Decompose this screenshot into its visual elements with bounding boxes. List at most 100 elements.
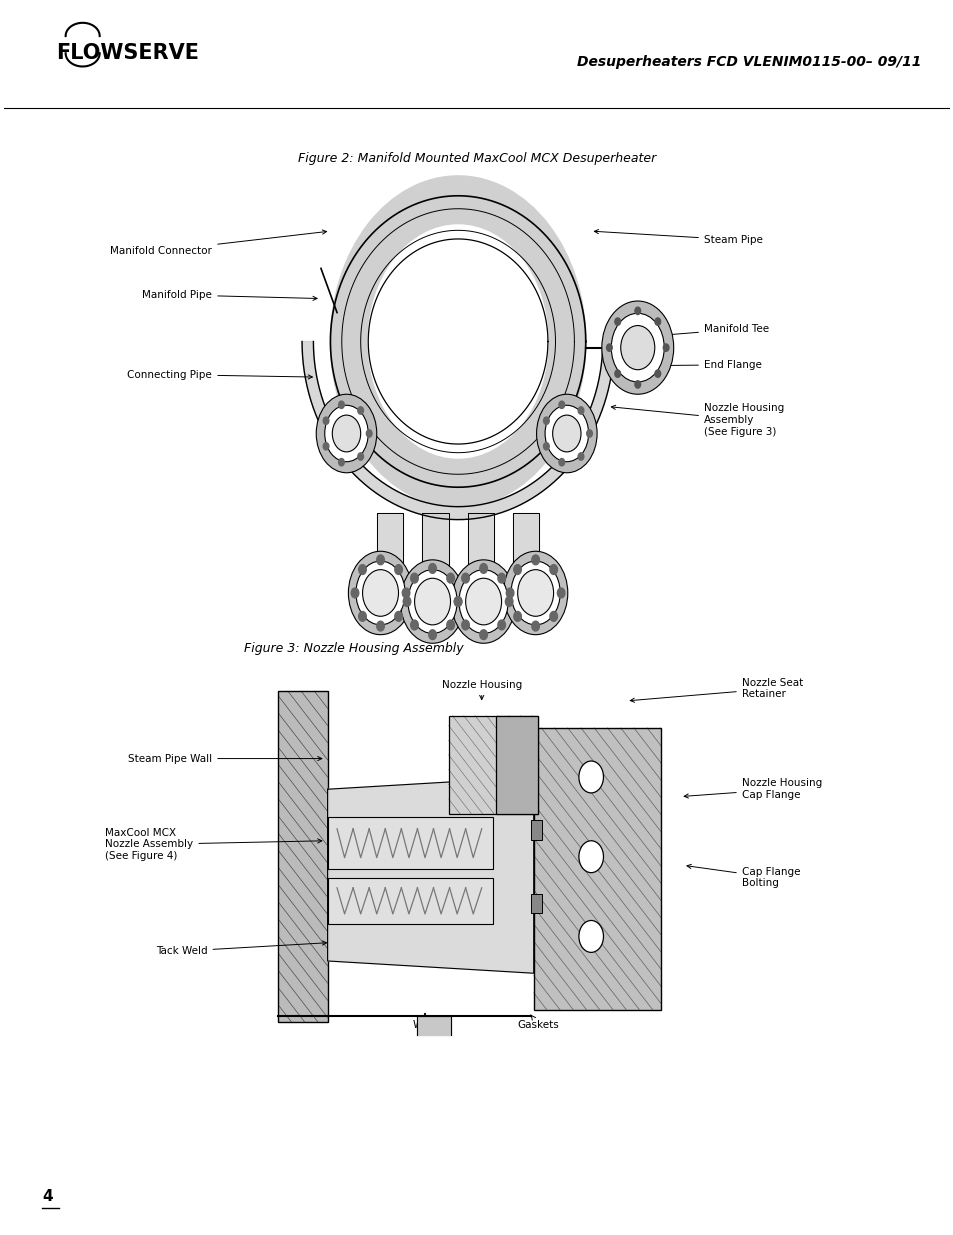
Circle shape — [543, 417, 549, 425]
Polygon shape — [513, 514, 538, 605]
Circle shape — [323, 442, 329, 450]
Circle shape — [338, 458, 344, 466]
Circle shape — [400, 559, 464, 643]
Circle shape — [415, 578, 450, 625]
Circle shape — [578, 920, 603, 952]
Circle shape — [635, 308, 639, 315]
Circle shape — [408, 569, 456, 634]
Circle shape — [544, 405, 588, 462]
Bar — [327, 818, 493, 869]
Circle shape — [662, 345, 668, 351]
Text: Tack Weld: Tack Weld — [155, 941, 326, 956]
Circle shape — [402, 588, 410, 598]
Circle shape — [357, 453, 363, 461]
Circle shape — [366, 430, 372, 437]
Circle shape — [511, 561, 559, 625]
Circle shape — [357, 406, 363, 414]
Text: Steam Pipe Wall: Steam Pipe Wall — [128, 753, 321, 763]
Circle shape — [351, 588, 358, 598]
Polygon shape — [467, 514, 494, 605]
Circle shape — [578, 406, 583, 414]
Circle shape — [635, 380, 639, 388]
Circle shape — [323, 417, 329, 425]
Text: Nozzle Housing: Nozzle Housing — [441, 680, 521, 699]
Circle shape — [531, 555, 538, 564]
Text: MaxCool MCX
Nozzle Assembly
(See Figure 4): MaxCool MCX Nozzle Assembly (See Figure … — [105, 827, 321, 861]
Circle shape — [479, 563, 487, 573]
Circle shape — [395, 611, 402, 621]
Text: Gaskets: Gaskets — [517, 1015, 558, 1030]
Text: End Flange: End Flange — [611, 359, 761, 369]
Circle shape — [465, 578, 501, 625]
Text: Manifold Connector: Manifold Connector — [111, 230, 326, 256]
Circle shape — [578, 761, 603, 793]
Circle shape — [503, 551, 567, 635]
Circle shape — [615, 317, 619, 325]
Text: Manifold Tee: Manifold Tee — [603, 325, 768, 342]
Circle shape — [606, 345, 612, 351]
Circle shape — [324, 405, 368, 462]
Circle shape — [411, 620, 417, 630]
Circle shape — [315, 394, 376, 473]
Circle shape — [586, 430, 592, 437]
Circle shape — [428, 630, 436, 640]
Polygon shape — [327, 777, 533, 973]
Circle shape — [461, 573, 469, 583]
Circle shape — [549, 564, 557, 574]
Circle shape — [355, 561, 405, 625]
Polygon shape — [422, 514, 448, 605]
Text: Connecting Pipe: Connecting Pipe — [128, 369, 312, 379]
Circle shape — [461, 620, 469, 630]
Text: FLOWSERVE: FLOWSERVE — [56, 43, 199, 63]
Bar — [531, 820, 541, 840]
Circle shape — [578, 841, 603, 873]
Bar — [327, 878, 493, 924]
Polygon shape — [376, 514, 403, 605]
Text: Nozzle Housing
Assembly
(See Figure 3): Nozzle Housing Assembly (See Figure 3) — [611, 404, 783, 437]
Bar — [448, 715, 537, 814]
Circle shape — [558, 401, 564, 409]
Circle shape — [543, 442, 549, 450]
Circle shape — [615, 370, 619, 378]
Circle shape — [611, 314, 663, 382]
Circle shape — [531, 621, 538, 631]
Circle shape — [368, 225, 547, 458]
Circle shape — [362, 569, 398, 616]
Circle shape — [497, 573, 505, 583]
Circle shape — [348, 551, 413, 635]
Circle shape — [446, 620, 454, 630]
Text: Figure 3: Nozzle Housing Assembly: Figure 3: Nozzle Housing Assembly — [244, 642, 463, 655]
Circle shape — [454, 597, 461, 606]
Circle shape — [376, 555, 384, 564]
Circle shape — [330, 175, 585, 508]
Circle shape — [395, 564, 402, 574]
Circle shape — [358, 564, 366, 574]
Circle shape — [601, 301, 673, 394]
Bar — [496, 715, 537, 814]
Polygon shape — [302, 342, 614, 520]
Text: Weld: Weld — [412, 1014, 437, 1030]
Circle shape — [514, 611, 520, 621]
Circle shape — [358, 611, 366, 621]
Circle shape — [479, 630, 487, 640]
Text: Cap Flange
Bolting: Cap Flange Bolting — [686, 864, 800, 888]
Text: Nozzle Housing
Cap Flange: Nozzle Housing Cap Flange — [683, 778, 821, 800]
Circle shape — [514, 564, 520, 574]
Circle shape — [376, 621, 384, 631]
Circle shape — [446, 573, 454, 583]
Circle shape — [536, 394, 597, 473]
Bar — [533, 727, 660, 1010]
Circle shape — [338, 401, 344, 409]
Circle shape — [497, 620, 505, 630]
Bar — [278, 692, 327, 1023]
Circle shape — [506, 588, 514, 598]
Circle shape — [505, 597, 513, 606]
Circle shape — [517, 569, 553, 616]
Polygon shape — [417, 1016, 451, 1035]
Circle shape — [458, 569, 508, 634]
Bar — [531, 893, 541, 913]
Circle shape — [454, 597, 461, 606]
Circle shape — [411, 573, 417, 583]
Circle shape — [451, 559, 516, 643]
Circle shape — [332, 415, 360, 452]
